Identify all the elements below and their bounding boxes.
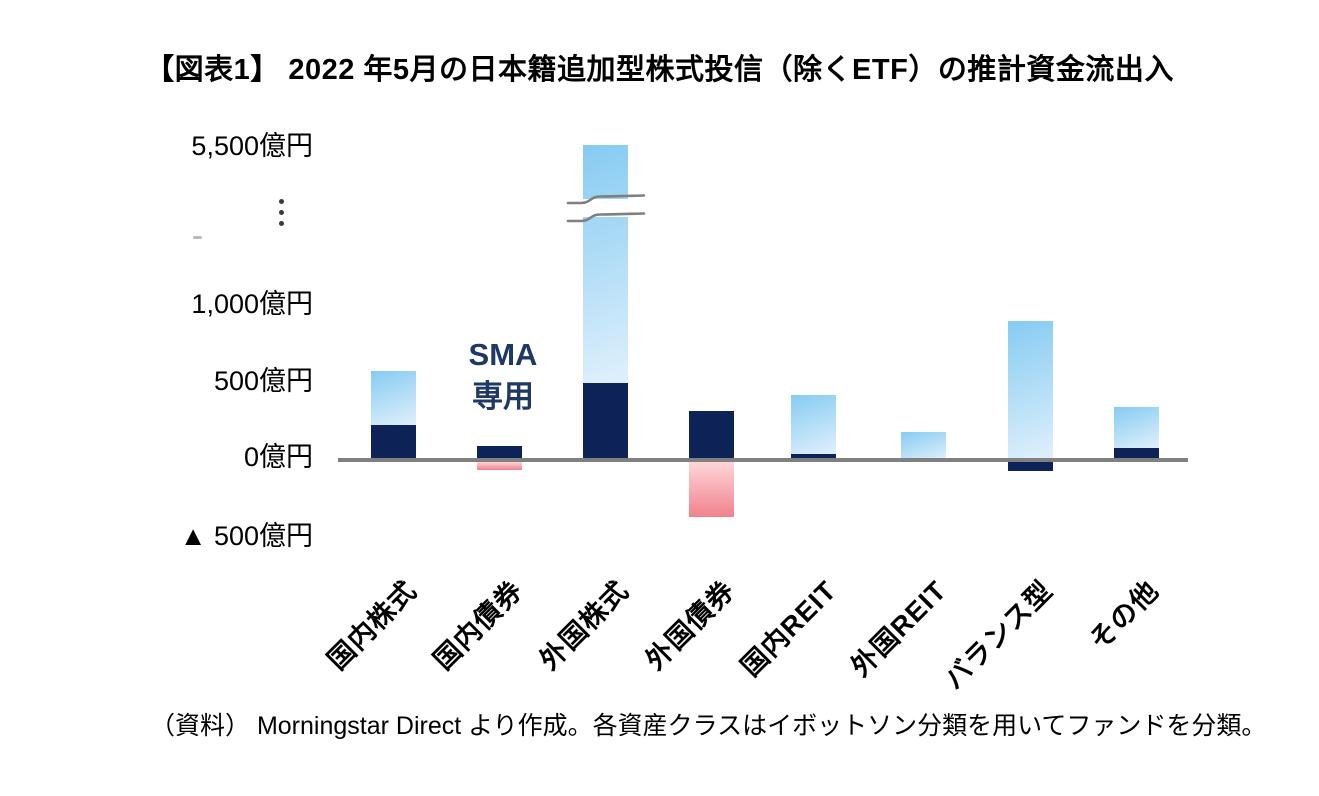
y-axis-labels: 5,500億円 1,000億円 500億円 0億円 ▲ 500億円	[0, 0, 313, 700]
bar-light-国内株式	[371, 370, 416, 426]
bar-navy-その他	[1113, 447, 1159, 460]
bar-navy-国内株式	[371, 425, 416, 460]
x-axis-line	[338, 458, 1188, 462]
bar-navy-国内債券	[477, 446, 522, 460]
axis-break-marks-icon	[566, 194, 646, 223]
axis-break-dots-icon	[279, 199, 284, 226]
y-tick-label-5500: 5,500億円	[191, 131, 313, 161]
axis-break-tick	[193, 236, 202, 239]
bar-navy-国内REIT	[791, 453, 836, 460]
y-tick-label-1000: 1,000億円	[191, 289, 313, 319]
bar-light-国内REIT	[791, 394, 836, 454]
sma-annotation-line1: SMA	[468, 337, 538, 372]
bar-light-外国REIT	[901, 431, 946, 460]
bar-pink-negative-国内債券	[477, 462, 522, 471]
bar-light-その他	[1113, 406, 1159, 448]
y-tick-label-500: 500億円	[213, 366, 313, 396]
bar-pink-negative-外国債券	[689, 462, 734, 518]
sma-annotation-line2: 専用	[472, 379, 534, 414]
bar-light-バランス型	[1007, 321, 1053, 460]
sma-annotation: SMA 専用	[443, 334, 563, 418]
y-tick-label-minus500: ▲ 500億円	[179, 521, 313, 551]
y-tick-label-0: 0億円	[243, 442, 313, 472]
bar-navy-negative-バランス型	[1007, 462, 1053, 472]
figure-title: 【図表1】 2022 年5月の日本籍追加型株式投信（除くETF）の推計資金流出入	[145, 54, 1174, 86]
bar-navy-外国株式	[583, 383, 628, 460]
source-note: （資料） Morningstar Direct より作成。各資産クラスはイボット…	[150, 712, 1267, 740]
bar-light-外国株式	[583, 145, 628, 383]
bar-navy-外国債券	[689, 410, 734, 460]
